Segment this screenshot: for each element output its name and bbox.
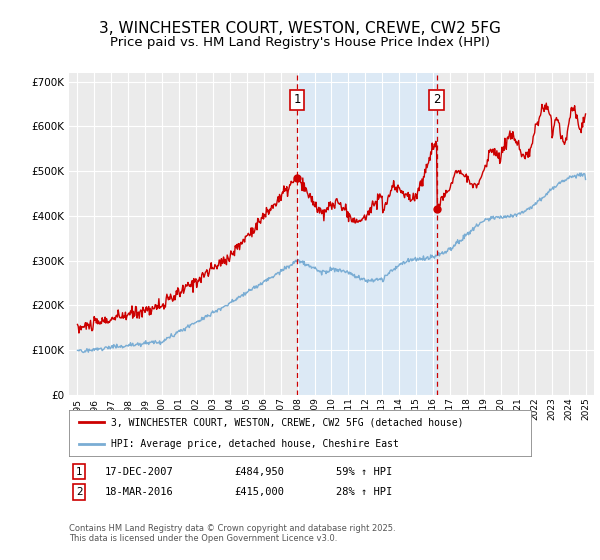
Text: 3, WINCHESTER COURT, WESTON, CREWE, CW2 5FG: 3, WINCHESTER COURT, WESTON, CREWE, CW2 … [99, 21, 501, 36]
Text: 59% ↑ HPI: 59% ↑ HPI [336, 466, 392, 477]
Bar [297, 73, 437, 395]
Text: 1: 1 [293, 93, 301, 106]
Text: HPI: Average price, detached house, Cheshire East: HPI: Average price, detached house, Ches… [110, 439, 398, 449]
Text: 28% ↑ HPI: 28% ↑ HPI [336, 487, 392, 497]
Text: 2: 2 [433, 93, 440, 106]
Text: £415,000: £415,000 [234, 487, 284, 497]
Text: 18-MAR-2016: 18-MAR-2016 [105, 487, 174, 497]
Text: Price paid vs. HM Land Registry's House Price Index (HPI): Price paid vs. HM Land Registry's House … [110, 36, 490, 49]
Text: £484,950: £484,950 [234, 466, 284, 477]
Text: 3, WINCHESTER COURT, WESTON, CREWE, CW2 5FG (detached house): 3, WINCHESTER COURT, WESTON, CREWE, CW2 … [110, 417, 463, 427]
Text: 1: 1 [76, 466, 83, 477]
Text: 17-DEC-2007: 17-DEC-2007 [105, 466, 174, 477]
Text: 2: 2 [76, 487, 83, 497]
Text: Contains HM Land Registry data © Crown copyright and database right 2025.
This d: Contains HM Land Registry data © Crown c… [69, 524, 395, 543]
